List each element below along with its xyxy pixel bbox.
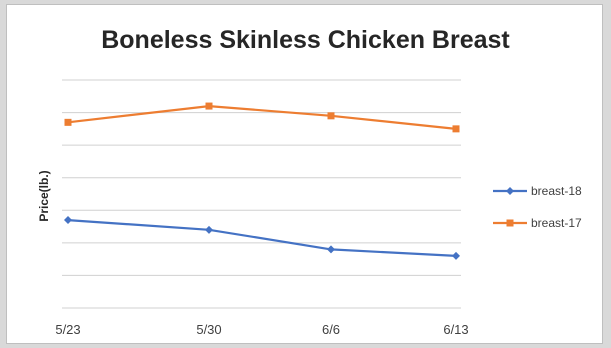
legend-item: breast-17 bbox=[493, 215, 582, 231]
chart-frame bbox=[6, 4, 603, 344]
data-point bbox=[327, 112, 335, 120]
legend-item: breast-18 bbox=[493, 183, 582, 199]
data-point bbox=[64, 216, 72, 225]
x-tick-label: 5/23 bbox=[55, 322, 81, 337]
y-axis-label: Price(lb.) bbox=[37, 170, 51, 222]
series-breast-17 bbox=[64, 102, 460, 133]
series-line bbox=[67, 104, 457, 130]
legend-swatch bbox=[493, 187, 527, 195]
gridlines bbox=[62, 79, 461, 309]
legend-swatch bbox=[493, 219, 527, 227]
legend-label: breast-17 bbox=[531, 216, 582, 230]
data-point bbox=[452, 125, 460, 133]
series-breast-18 bbox=[64, 216, 460, 260]
legend-label: breast-18 bbox=[531, 184, 582, 198]
x-tick-label: 6/13 bbox=[443, 322, 469, 337]
chart-title: Boneless Skinless Chicken Breast bbox=[101, 26, 510, 54]
data-point bbox=[64, 118, 72, 126]
data-point bbox=[452, 251, 460, 260]
data-point bbox=[205, 225, 213, 234]
series-line bbox=[67, 219, 457, 257]
x-tick-label: 5/30 bbox=[196, 322, 222, 337]
x-tick-label: 6/6 bbox=[321, 322, 341, 337]
data-point bbox=[327, 245, 335, 254]
series-lines bbox=[64, 102, 460, 260]
data-point bbox=[205, 102, 213, 110]
